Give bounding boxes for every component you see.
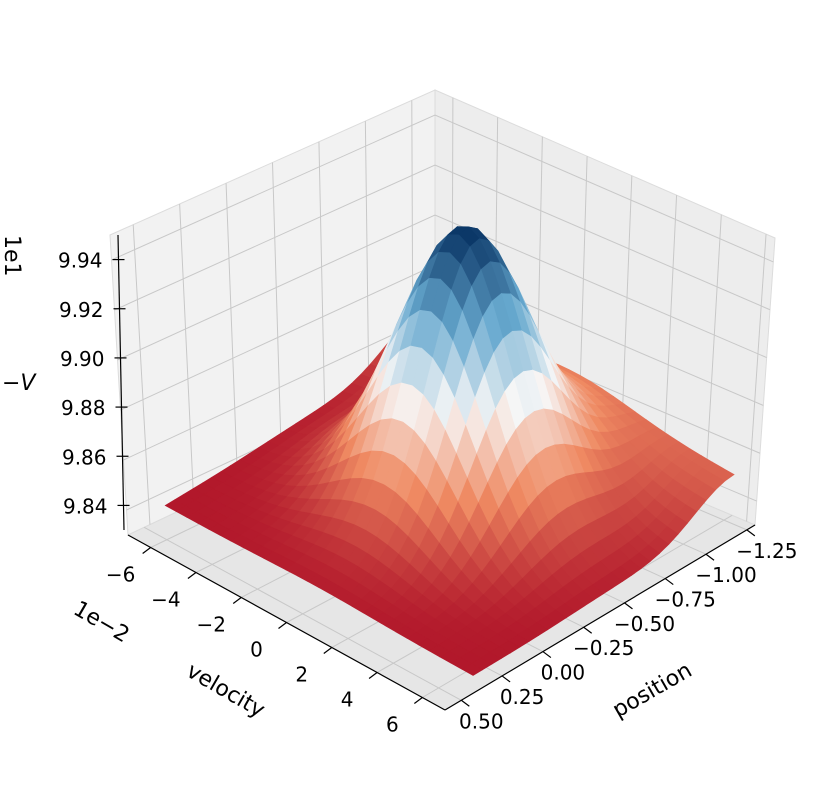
position-axis-label: position (609, 658, 697, 723)
z-tick-label: 9.92 (59, 298, 104, 322)
position-tick-label: −0.50 (614, 612, 675, 636)
tick-marks: 9.849.869.889.909.929.94−6−4−20246−1.25−… (58, 249, 798, 737)
position-axis-line (444, 524, 756, 711)
z-gridline (114, 164, 771, 311)
z-gridline (111, 114, 774, 263)
position-tick (501, 675, 511, 683)
position-tick-label: −1.00 (695, 563, 756, 587)
velocity-wall-gridline (179, 203, 195, 504)
position-floor-gridline (143, 526, 462, 701)
velocity-tick (368, 672, 378, 679)
position-tick (583, 626, 593, 634)
position-tick (664, 578, 674, 586)
position-tick-label: 0.50 (459, 709, 504, 733)
position-tick (542, 651, 552, 659)
position-tick-label: −0.75 (655, 588, 716, 612)
position-tick (746, 529, 756, 537)
velocity-tick-label: 4 (341, 688, 354, 712)
velocity-tick-label: 2 (295, 663, 308, 687)
velocity-tick-label: −4 (151, 588, 180, 612)
z-tick-label: 9.84 (63, 494, 108, 518)
z-tick-label: 9.90 (60, 347, 105, 371)
z-gridline (117, 214, 767, 361)
velocity-tick (323, 647, 333, 654)
velocity-tick-label: 0 (250, 638, 263, 662)
z-offset-label: 1e1 (0, 235, 24, 277)
velocity-tick (142, 547, 152, 554)
velocity-offset-label: 1e−2 (69, 597, 133, 649)
position-tick (624, 602, 633, 610)
z-axis-line (117, 234, 125, 531)
velocity-tick (187, 572, 197, 579)
position-wall-gridline (746, 234, 767, 522)
velocity-tick (413, 697, 423, 704)
velocity-wall-gridline (132, 224, 151, 525)
position-tick-label: −0.25 (573, 636, 634, 660)
position-tick (705, 553, 715, 561)
z-tick-label: 9.86 (62, 445, 107, 469)
position-tick-label: −1.25 (736, 539, 797, 563)
position-tick-label: 0.25 (500, 685, 545, 709)
velocity-wall-gridline (272, 162, 282, 463)
velocity-tick-label: 6 (386, 713, 399, 737)
surface-facet (461, 663, 484, 676)
velocity-wall-gridline (225, 183, 239, 484)
velocity-wall-gridline (318, 141, 326, 442)
position-wall-gridline (703, 214, 722, 504)
position-tick (460, 699, 470, 707)
velocity-tick-label: −2 (196, 613, 225, 637)
z-tick-label: 9.94 (58, 249, 103, 273)
position-tick-label: 0.00 (541, 661, 586, 685)
velocity-tick (278, 622, 287, 629)
velocity-tick (232, 597, 242, 604)
velocity-tick-label: −6 (106, 563, 135, 587)
z-axis-label: −V (2, 371, 37, 396)
z-tick-label: 9.88 (61, 396, 106, 420)
velocity-axis-label: velocity (182, 659, 269, 724)
surface-mesh (164, 226, 735, 676)
